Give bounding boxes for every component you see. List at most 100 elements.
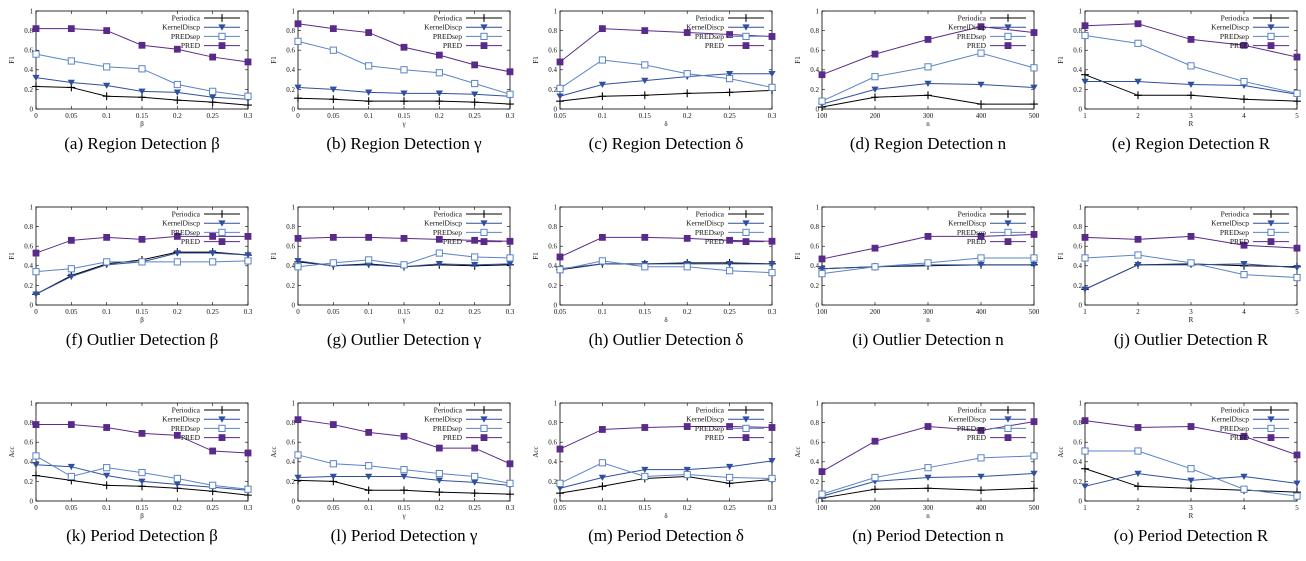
y-tick-label: 1: [30, 203, 34, 211]
x-tick-label: 1: [1083, 308, 1087, 316]
data-point-periodica: [683, 89, 692, 98]
chart-m: 0 0.2 0.4 0.6 0.8 1 0.05 0.1 0.15 0.2 0.25 0.3 δ Acc P…: [532, 399, 777, 545]
data-point-predsep: [103, 258, 111, 266]
data-point-kerneldiscp: [294, 84, 302, 91]
y-tick-label: 0.2: [1073, 86, 1082, 94]
series-predsep: [818, 49, 1038, 105]
data-point-predsep: [598, 257, 606, 265]
y-axis-label: Acc: [794, 446, 802, 457]
data-point-predsep: [435, 69, 443, 77]
y-tick-label: 0.8: [548, 27, 557, 35]
data-point-kerneldiscp: [1030, 84, 1038, 91]
data-point-pred: [768, 424, 776, 431]
data-point-predsep: [138, 65, 146, 73]
data-point-kerneldiscp: [32, 74, 40, 82]
data-point-pred: [400, 43, 408, 51]
legend-marker-pred: [218, 42, 226, 49]
y-tick-label: 0.4: [548, 66, 557, 74]
data-point-periodica: [1030, 100, 1038, 108]
chart-caption: (d) Region Detection n: [850, 134, 1007, 153]
data-point-predsep: [400, 261, 408, 269]
legend-marker-pred: [1004, 238, 1012, 245]
y-tick-label: 0: [816, 105, 820, 113]
data-point-pred: [471, 444, 479, 452]
data-point-predsep: [768, 269, 776, 277]
data-point-kerneldiscp: [977, 262, 985, 269]
y-tick-label: 0.8: [286, 27, 295, 35]
y-tick-label: 1: [1079, 203, 1083, 211]
data-point-kerneldiscp: [1030, 470, 1038, 477]
x-tick-label: 4: [1242, 112, 1246, 120]
y-tick-label: 1: [30, 399, 34, 407]
y-tick-label: 1: [554, 203, 558, 211]
series-pred: [1081, 233, 1301, 252]
data-point-kerneldiscp: [365, 89, 373, 96]
series-pred: [32, 25, 252, 66]
chart-e: 0 0.2 0.4 0.6 0.8 1 1 2 3 4 5 R F1 PeriodicaKernelDis…: [1057, 7, 1301, 153]
x-axis-label: β: [140, 120, 144, 128]
legend-label-pred: PRED: [1230, 433, 1250, 442]
legend-label-pred: PRED: [967, 41, 987, 50]
legend-marker-periodica: [1004, 406, 1012, 414]
data-point-periodica: [400, 97, 408, 106]
series-predsep: [1081, 251, 1301, 282]
legend-label-predsep: PREDsep: [171, 228, 200, 237]
legend-marker-pred: [480, 42, 488, 49]
y-tick-label: 0.4: [810, 458, 819, 466]
y-tick-label: 0.6: [548, 439, 557, 447]
legend-marker-predsep: [480, 228, 488, 237]
data-point-kerneldiscp: [725, 463, 734, 471]
y-tick-label: 0: [30, 497, 34, 505]
data-point-pred: [294, 416, 302, 424]
legend-marker-predsep: [1004, 424, 1012, 432]
chart-caption: (h) Outlier Detection δ: [589, 330, 744, 349]
y-tick-label: 0.8: [286, 419, 295, 427]
x-axis-label: R: [1189, 120, 1194, 128]
data-point-kerneldiscp: [725, 70, 734, 78]
legend-label-kerneldiscp: KernelDiscp: [162, 415, 200, 424]
data-point-predsep: [1240, 485, 1248, 493]
legend-label-kerneldiscp: KernelDiscp: [1211, 415, 1249, 424]
legend-label-pred: PRED: [1230, 41, 1250, 50]
data-point-predsep: [294, 263, 302, 271]
legend-marker-pred: [742, 434, 750, 441]
data-point-predsep: [924, 464, 932, 472]
data-point-periodica: [1187, 484, 1195, 493]
data-point-pred: [67, 421, 75, 428]
data-point-predsep: [1134, 447, 1142, 455]
series-line-pred: [559, 426, 773, 450]
data-point-kerneldiscp: [598, 81, 607, 88]
data-point-pred: [1293, 451, 1301, 459]
data-point-predsep: [726, 75, 734, 83]
x-tick-label: 0.2: [173, 308, 182, 316]
data-point-kerneldiscp: [103, 472, 111, 479]
x-tick-label: 0.05: [65, 504, 78, 512]
legend-label-pred: PRED: [967, 237, 987, 246]
x-tick-label: 400: [976, 112, 987, 120]
data-point-kerneldiscp: [818, 265, 826, 273]
series-line-predsep: [559, 59, 773, 89]
data-point-pred: [1134, 235, 1142, 243]
data-point-predsep: [1293, 89, 1301, 97]
chart-a: 0 0.2 0.4 0.6 0.8 1 0 0.05 0.1 0.15 0.2 0.25 0.3 β F1 P…: [8, 7, 253, 153]
y-tick-label: 0.2: [810, 282, 819, 290]
data-point-predsep: [365, 62, 373, 70]
data-point-predsep: [1134, 251, 1142, 259]
data-point-pred: [329, 421, 337, 428]
data-point-pred: [598, 233, 606, 241]
y-tick-label: 0.4: [1073, 66, 1082, 74]
x-tick-label: 0.25: [207, 308, 220, 316]
y-tick-label: 0.8: [286, 223, 295, 231]
data-point-pred: [726, 423, 733, 430]
series-pred: [818, 418, 1038, 475]
chart-caption: (j) Outlier Detection R: [1114, 330, 1269, 349]
legend-marker-periodica: [742, 406, 750, 414]
x-axis-label: R: [1189, 512, 1194, 520]
series-predsep: [556, 56, 776, 93]
x-tick-label: 3: [1189, 504, 1193, 512]
y-tick-label: 0: [292, 497, 296, 505]
chart-h: 0 0.2 0.4 0.6 0.8 1 0.05 0.1 0.15 0.2 0.25 0.3 δ F1 Pe…: [532, 203, 777, 349]
legend-label-pred: PRED: [443, 433, 463, 442]
